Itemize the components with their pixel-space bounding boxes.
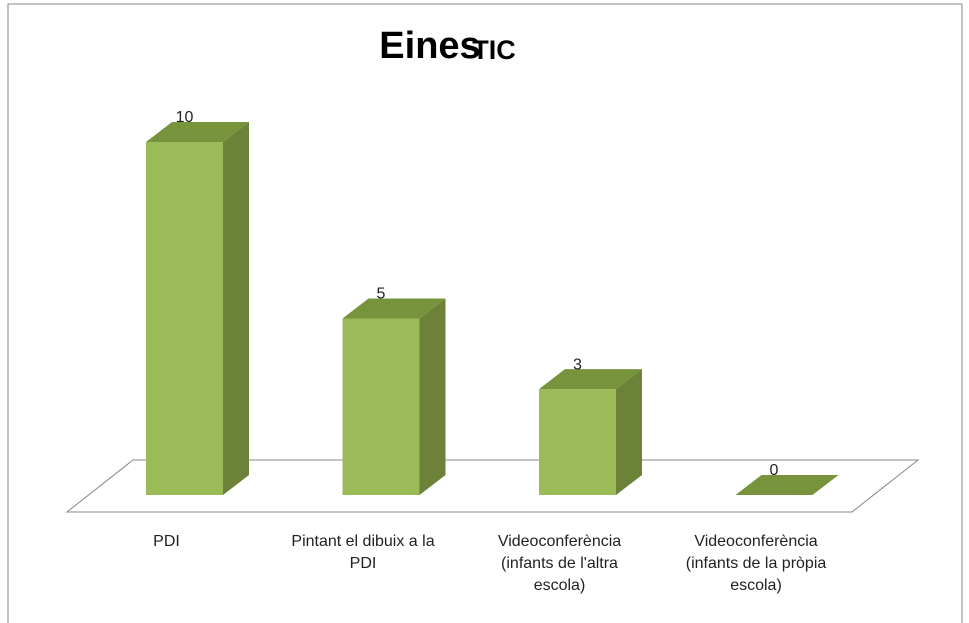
data-label: 3: [573, 356, 582, 373]
x-tick-label: Pintant el dibuix a la PDI: [291, 533, 435, 572]
bar: [146, 122, 249, 495]
x-tick-label: Videoconferència (infants de la pròpia e…: [685, 533, 827, 594]
bar-top: [539, 369, 642, 390]
bar: [342, 298, 446, 495]
data-label: 10: [176, 109, 194, 126]
data-label: 0: [770, 462, 779, 479]
bar-top: [342, 298, 446, 319]
floor: [65, 459, 920, 513]
data-label: 5: [377, 286, 386, 303]
bar-top: [735, 475, 839, 495]
x-tick-label: PDI: [153, 533, 180, 550]
bar: [735, 475, 839, 495]
bar-front: [146, 142, 223, 495]
bar-front: [342, 318, 420, 495]
bar-side: [616, 369, 642, 495]
bar-side: [223, 122, 249, 495]
chart-title-tag: TIC: [472, 35, 516, 65]
x-tick-label: Videoconferència (infants de l'altra esc…: [497, 533, 622, 594]
bar-front: [539, 389, 616, 495]
bar: [539, 369, 642, 495]
bar-side: [419, 298, 446, 495]
bar-top: [146, 122, 249, 142]
chart-title: Eines: [379, 25, 480, 67]
